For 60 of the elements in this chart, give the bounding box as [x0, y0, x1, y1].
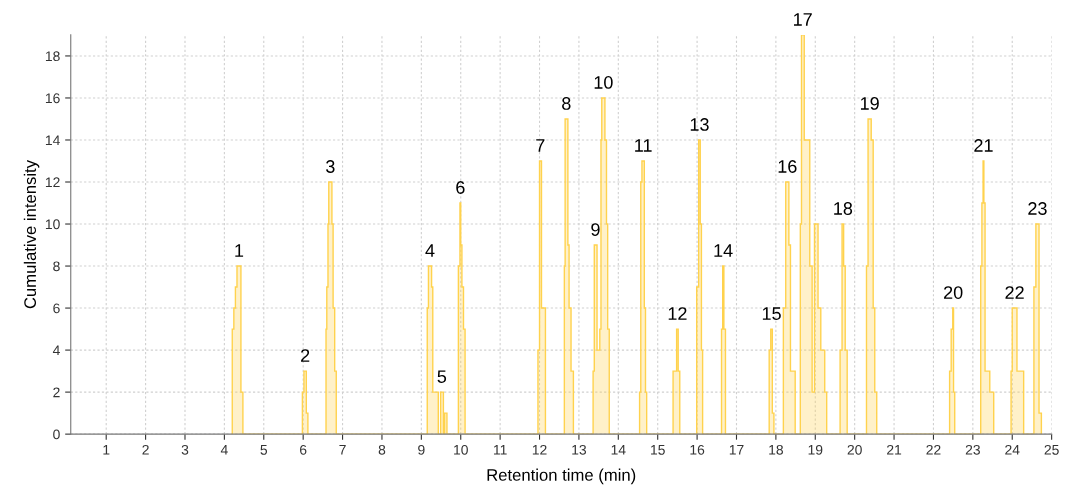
x-tick-label: 2 — [142, 444, 149, 455]
annotation: 17 — [794, 13, 812, 26]
x-tick-label: 4 — [220, 445, 228, 455]
x-tick-label: 16 — [690, 444, 705, 455]
x-tick-label: 10 — [454, 444, 468, 455]
x-tick-label: 24 — [1005, 444, 1020, 455]
y-tick-label: 18 — [45, 51, 60, 62]
annotation: 9 — [591, 223, 600, 236]
annotation: 11 — [635, 139, 652, 152]
y-tick-label: 0 — [53, 429, 60, 440]
x-tick-label: 11 — [493, 445, 507, 455]
x-tick-label: 7 — [339, 445, 346, 455]
x-tick-label: 5 — [260, 445, 268, 455]
x-tick-label: 20 — [847, 444, 862, 455]
x-tick-label: 6 — [300, 444, 307, 455]
x-tick-label: 17 — [729, 445, 744, 455]
x-tick-label: 14 — [611, 445, 626, 455]
x-tick-label: 1 — [103, 445, 110, 455]
annotation: 7 — [536, 139, 545, 152]
annotation: 1 — [235, 244, 244, 257]
annotation: 16 — [778, 160, 797, 173]
x-tick-label: 13 — [572, 444, 587, 455]
annotation: 8 — [562, 97, 571, 110]
x-tick-label: 19 — [808, 444, 823, 455]
annotation: 22 — [1005, 286, 1024, 299]
y-tick-label: 14 — [45, 135, 60, 146]
annotation: 2 — [301, 349, 310, 362]
annotation: 12 — [668, 307, 687, 320]
annotation: 23 — [1028, 202, 1047, 215]
x-tick-label: 9 — [418, 444, 425, 455]
annotation: 3 — [326, 160, 335, 173]
annotation: 6 — [456, 181, 465, 194]
annotation: 15 — [762, 307, 781, 320]
x-tick-label: 23 — [965, 444, 980, 455]
y-tick-label: 6 — [53, 303, 60, 314]
x-tick-label: 15 — [651, 445, 665, 455]
y-tick-label: 8 — [53, 261, 60, 272]
annotation: 10 — [594, 76, 613, 89]
annotation: 21 — [974, 139, 993, 152]
x-tick-label: 8 — [378, 444, 386, 455]
y-tick-label: 2 — [53, 387, 60, 398]
annotation: 5 — [437, 370, 447, 383]
annotation: 19 — [860, 97, 879, 110]
y-axis-title: Cumulative intensity — [23, 159, 40, 309]
x-tick-label: 12 — [532, 444, 547, 455]
y-tick-label: 12 — [45, 177, 60, 188]
x-axis-title: Retention time (min) — [487, 468, 636, 485]
y-tick-label: 16 — [45, 93, 60, 104]
y-tick-label: 10 — [45, 219, 60, 230]
y-tick-label: 4 — [52, 345, 60, 356]
x-tick-label: 18 — [769, 444, 783, 455]
annotation: 13 — [690, 118, 709, 131]
x-tick-label: 25 — [1044, 444, 1059, 455]
x-tick-label: 22 — [926, 444, 941, 455]
annotation: 20 — [944, 286, 963, 299]
x-tick-label: 21 — [887, 444, 902, 455]
annotation: 14 — [714, 244, 733, 257]
x-tick-label: 3 — [181, 444, 189, 455]
annotation: 4 — [425, 244, 435, 257]
annotation: 18 — [834, 202, 853, 215]
